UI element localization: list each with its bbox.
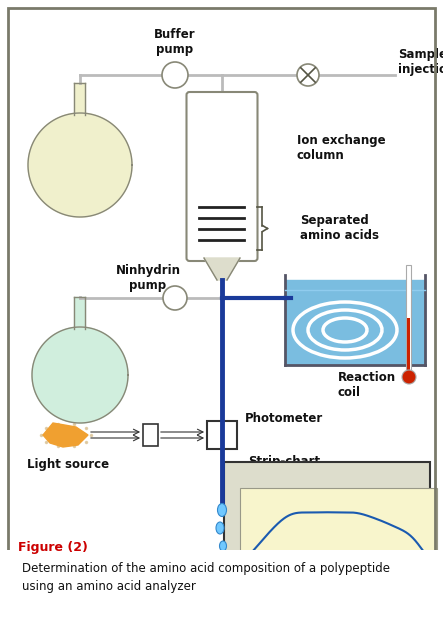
Polygon shape <box>32 327 128 423</box>
Polygon shape <box>74 297 85 329</box>
Polygon shape <box>43 423 88 447</box>
Bar <box>207 421 237 449</box>
Polygon shape <box>74 83 85 115</box>
Text: Ninhydrin
pump: Ninhydrin pump <box>116 264 180 292</box>
Bar <box>240 488 437 577</box>
Text: Strip-chart
recorder
or computer: Strip-chart recorder or computer <box>248 455 329 498</box>
Text: Determination of the amino acid composition of a polypeptide
using an amino acid: Determination of the amino acid composit… <box>22 562 389 593</box>
Circle shape <box>162 62 188 88</box>
Bar <box>143 424 158 446</box>
Text: Ion exchange
column: Ion exchange column <box>297 134 385 162</box>
Ellipse shape <box>216 522 224 534</box>
Text: Light source: Light source <box>27 458 109 471</box>
Circle shape <box>402 370 416 384</box>
Ellipse shape <box>218 503 226 517</box>
Bar <box>408 318 411 373</box>
Circle shape <box>163 286 187 310</box>
Text: Separated
amino acids: Separated amino acids <box>300 214 379 242</box>
Text: Sample
injection: Sample injection <box>398 48 443 76</box>
Text: Photometer: Photometer <box>245 411 323 425</box>
Bar <box>407 265 412 373</box>
Text: Buffer
pump: Buffer pump <box>154 28 196 56</box>
Polygon shape <box>285 280 425 365</box>
Circle shape <box>297 64 319 86</box>
Polygon shape <box>204 258 240 280</box>
Text: Figure (2): Figure (2) <box>18 542 88 554</box>
Text: Reaction
coil: Reaction coil <box>338 371 396 399</box>
FancyBboxPatch shape <box>187 92 257 261</box>
Polygon shape <box>28 113 132 217</box>
Ellipse shape <box>219 541 226 551</box>
Bar <box>224 462 430 570</box>
